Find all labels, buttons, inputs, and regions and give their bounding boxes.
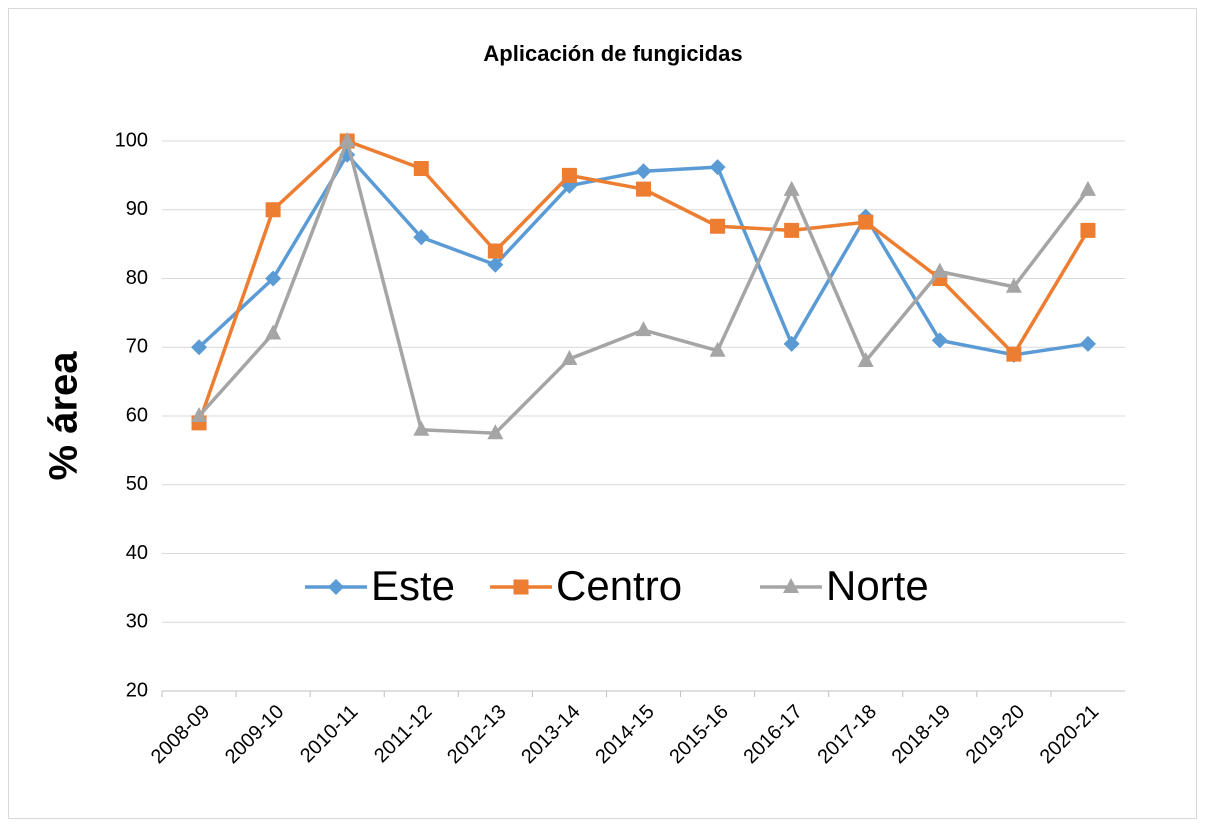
data-point: [709, 159, 726, 176]
data-point: [413, 229, 430, 246]
y-tick-label: 80: [126, 267, 148, 289]
y-tick-label: 40: [126, 542, 148, 564]
legend-marker: [328, 579, 344, 595]
legend-marker: [513, 579, 529, 595]
legend-label: Norte: [826, 562, 929, 609]
chart-frame: [8, 8, 1197, 819]
data-point: [783, 335, 800, 352]
data-point: [487, 243, 503, 259]
data-point: [1080, 222, 1096, 238]
data-point: [1079, 335, 1096, 352]
y-tick-label: 30: [126, 611, 148, 633]
data-point: [561, 167, 577, 183]
data-point: [487, 256, 504, 273]
data-point: [1005, 277, 1022, 293]
data-point: [265, 324, 282, 340]
chart-title: Aplicación de fungicidas: [483, 41, 742, 66]
y-tick-label: 20: [126, 679, 148, 701]
data-point: [191, 407, 208, 422]
data-point: [339, 132, 356, 147]
data-point: [858, 214, 874, 230]
data-point: [635, 163, 652, 180]
y-tick-label: 60: [126, 404, 148, 426]
data-point: [710, 218, 726, 234]
data-point: [265, 202, 281, 218]
data-point: [783, 180, 800, 196]
data-point: [1079, 180, 1096, 196]
data-point: [931, 262, 948, 278]
y-tick-label: 100: [115, 129, 148, 151]
y-tick-label: 50: [126, 473, 148, 495]
data-point: [191, 339, 208, 356]
y-axis-label: % área: [42, 351, 86, 481]
legend-label: Centro: [556, 562, 682, 609]
data-point: [709, 341, 726, 357]
legend-label: Este: [371, 562, 455, 609]
data-point: [413, 420, 430, 436]
data-point: [635, 321, 652, 337]
data-point: [931, 332, 948, 349]
data-point: [857, 352, 874, 367]
legend-marker: [783, 578, 799, 593]
data-point: [265, 270, 282, 287]
data-point: [1006, 346, 1022, 362]
y-tick-label: 90: [126, 198, 148, 220]
data-point: [561, 349, 578, 365]
data-point: [487, 424, 504, 440]
data-point: [784, 222, 800, 238]
y-tick-label: 70: [126, 336, 148, 358]
data-point: [636, 181, 651, 197]
data-point: [413, 161, 429, 176]
